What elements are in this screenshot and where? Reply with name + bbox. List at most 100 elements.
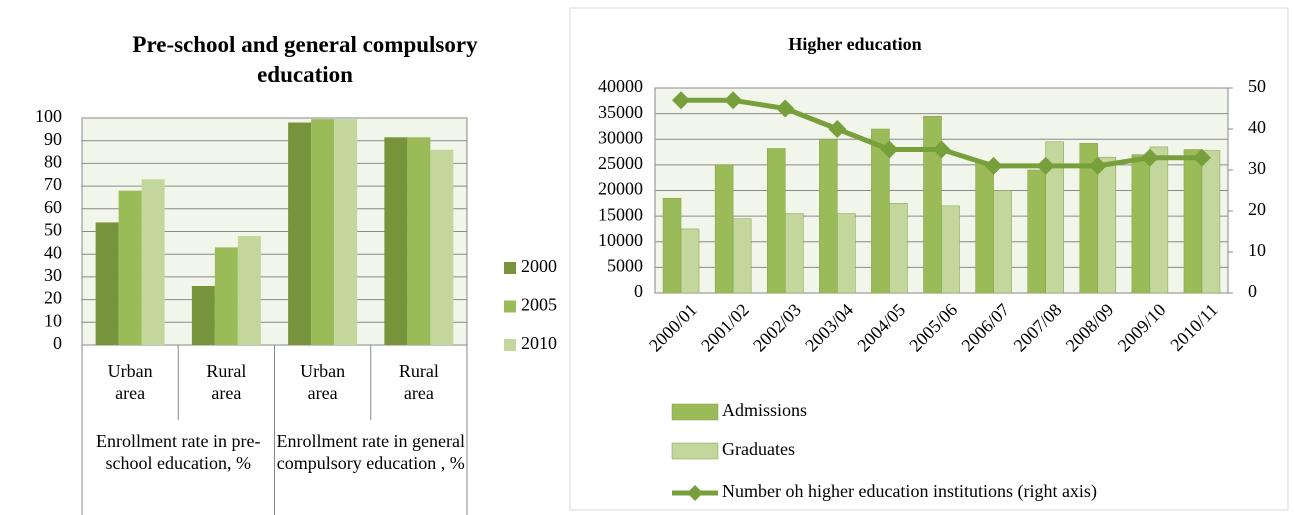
y2-tick-label: 50 — [1248, 76, 1266, 96]
line-marker — [1140, 148, 1159, 167]
bar — [95, 222, 119, 345]
bar — [191, 285, 215, 345]
legend-swatch — [504, 262, 516, 274]
x-tick-label: 2008/09 — [1062, 300, 1118, 356]
y-tick-label: 30 — [44, 265, 62, 285]
x-tick-label: Rural area — [206, 361, 247, 403]
bar — [118, 190, 142, 345]
legend-swatch — [671, 442, 719, 460]
x-tick-label: Rural area — [398, 361, 439, 403]
group-label: Enrollment rate in general compulsory ed… — [276, 431, 465, 473]
bar — [1131, 154, 1151, 294]
chart-title: Higher education — [788, 34, 921, 54]
x-tick-label: 2010/11 — [1166, 300, 1221, 355]
bar — [975, 162, 994, 294]
legend-swatch — [504, 300, 516, 313]
y-tick-label: 40000 — [598, 76, 643, 96]
y-tick-label: 80 — [44, 152, 62, 172]
group-label: Enrollment rate in pre-school education,… — [96, 431, 261, 473]
x-tick-label: 2000/01 — [645, 300, 701, 356]
line-marker — [932, 140, 951, 159]
bar — [1149, 146, 1169, 294]
y-tick-label: 100 — [35, 106, 62, 126]
line-marker — [672, 91, 691, 110]
y-tick-label: 35000 — [598, 102, 643, 122]
bar — [1027, 169, 1046, 294]
y-tick-label: 10 — [44, 310, 62, 330]
bar — [214, 247, 238, 345]
chart-title: Pre-school and general compulsory educat… — [132, 32, 478, 87]
y-tick-label: 90 — [44, 129, 62, 149]
bar — [384, 137, 408, 345]
bar — [1097, 156, 1117, 294]
bar — [889, 203, 908, 294]
bar — [941, 205, 960, 294]
bar — [288, 122, 312, 345]
legend-marker — [687, 485, 703, 501]
line-marker — [1192, 148, 1211, 167]
chart-frame — [569, 7, 1289, 511]
bar — [837, 213, 856, 294]
bar — [784, 213, 804, 294]
x-tick-label: 2003/04 — [801, 300, 857, 356]
bar — [430, 149, 454, 345]
line-marker — [828, 120, 847, 138]
legend-swatch — [504, 339, 516, 351]
y-tick-label: 10000 — [598, 230, 643, 250]
y2-tick-label: 20 — [1248, 199, 1266, 219]
x-tick-label: Urban area — [107, 361, 153, 403]
x-tick-label: 2004/05 — [853, 300, 909, 356]
bar — [680, 228, 700, 294]
line-marker — [776, 99, 795, 118]
x-tick-label: 2005/06 — [905, 300, 961, 356]
bar — [993, 190, 1012, 294]
y-tick-label: 60 — [44, 197, 62, 217]
y2-tick-label: 30 — [1248, 158, 1266, 178]
bar — [819, 139, 838, 294]
legend-label: 2000 — [521, 256, 557, 276]
y-tick-label: 0 — [634, 281, 643, 301]
x-tick-label: 2002/03 — [749, 300, 805, 356]
bar — [714, 164, 734, 294]
legend-label: 2005 — [521, 295, 557, 315]
y-tick-label: 5000 — [607, 256, 643, 276]
line-marker — [1036, 156, 1055, 175]
y2-tick-label: 0 — [1248, 281, 1257, 301]
bar — [1045, 141, 1064, 294]
legend-label: Admissions — [722, 400, 807, 420]
line-marker — [984, 156, 1003, 175]
y-tick-label: 40 — [44, 242, 62, 262]
bar — [662, 197, 682, 294]
line-marker — [724, 91, 743, 110]
x-tick-label: Urban area — [300, 361, 346, 403]
x-tick-label: 2007/08 — [1010, 300, 1066, 356]
y-tick-label: 15000 — [598, 204, 643, 224]
bar — [732, 218, 752, 294]
y-tick-label: 30000 — [598, 127, 643, 147]
bar — [141, 179, 165, 345]
x-tick-label: 2001/02 — [697, 300, 753, 356]
x-tick-label: 2006/07 — [957, 300, 1013, 356]
y-tick-label: 50 — [44, 220, 62, 240]
line-marker — [1088, 156, 1107, 175]
bar — [923, 115, 942, 294]
bar — [311, 119, 335, 345]
bar — [237, 236, 261, 345]
x-tick-label: 2009/10 — [1114, 300, 1170, 356]
y-tick-label: 70 — [44, 174, 62, 194]
line-marker — [880, 140, 899, 159]
y2-tick-label: 10 — [1248, 240, 1266, 260]
y-tick-label: 20 — [44, 288, 62, 308]
y2-tick-label: 40 — [1248, 117, 1266, 137]
legend-label: 2010 — [521, 333, 557, 353]
bar — [1201, 150, 1221, 294]
legend-label: Graduates — [722, 439, 795, 459]
y-tick-label: 25000 — [598, 153, 643, 173]
bar — [334, 119, 358, 345]
bar — [766, 148, 786, 294]
y-tick-label: 20000 — [598, 179, 643, 199]
bar — [1183, 149, 1203, 294]
bar — [407, 137, 431, 345]
